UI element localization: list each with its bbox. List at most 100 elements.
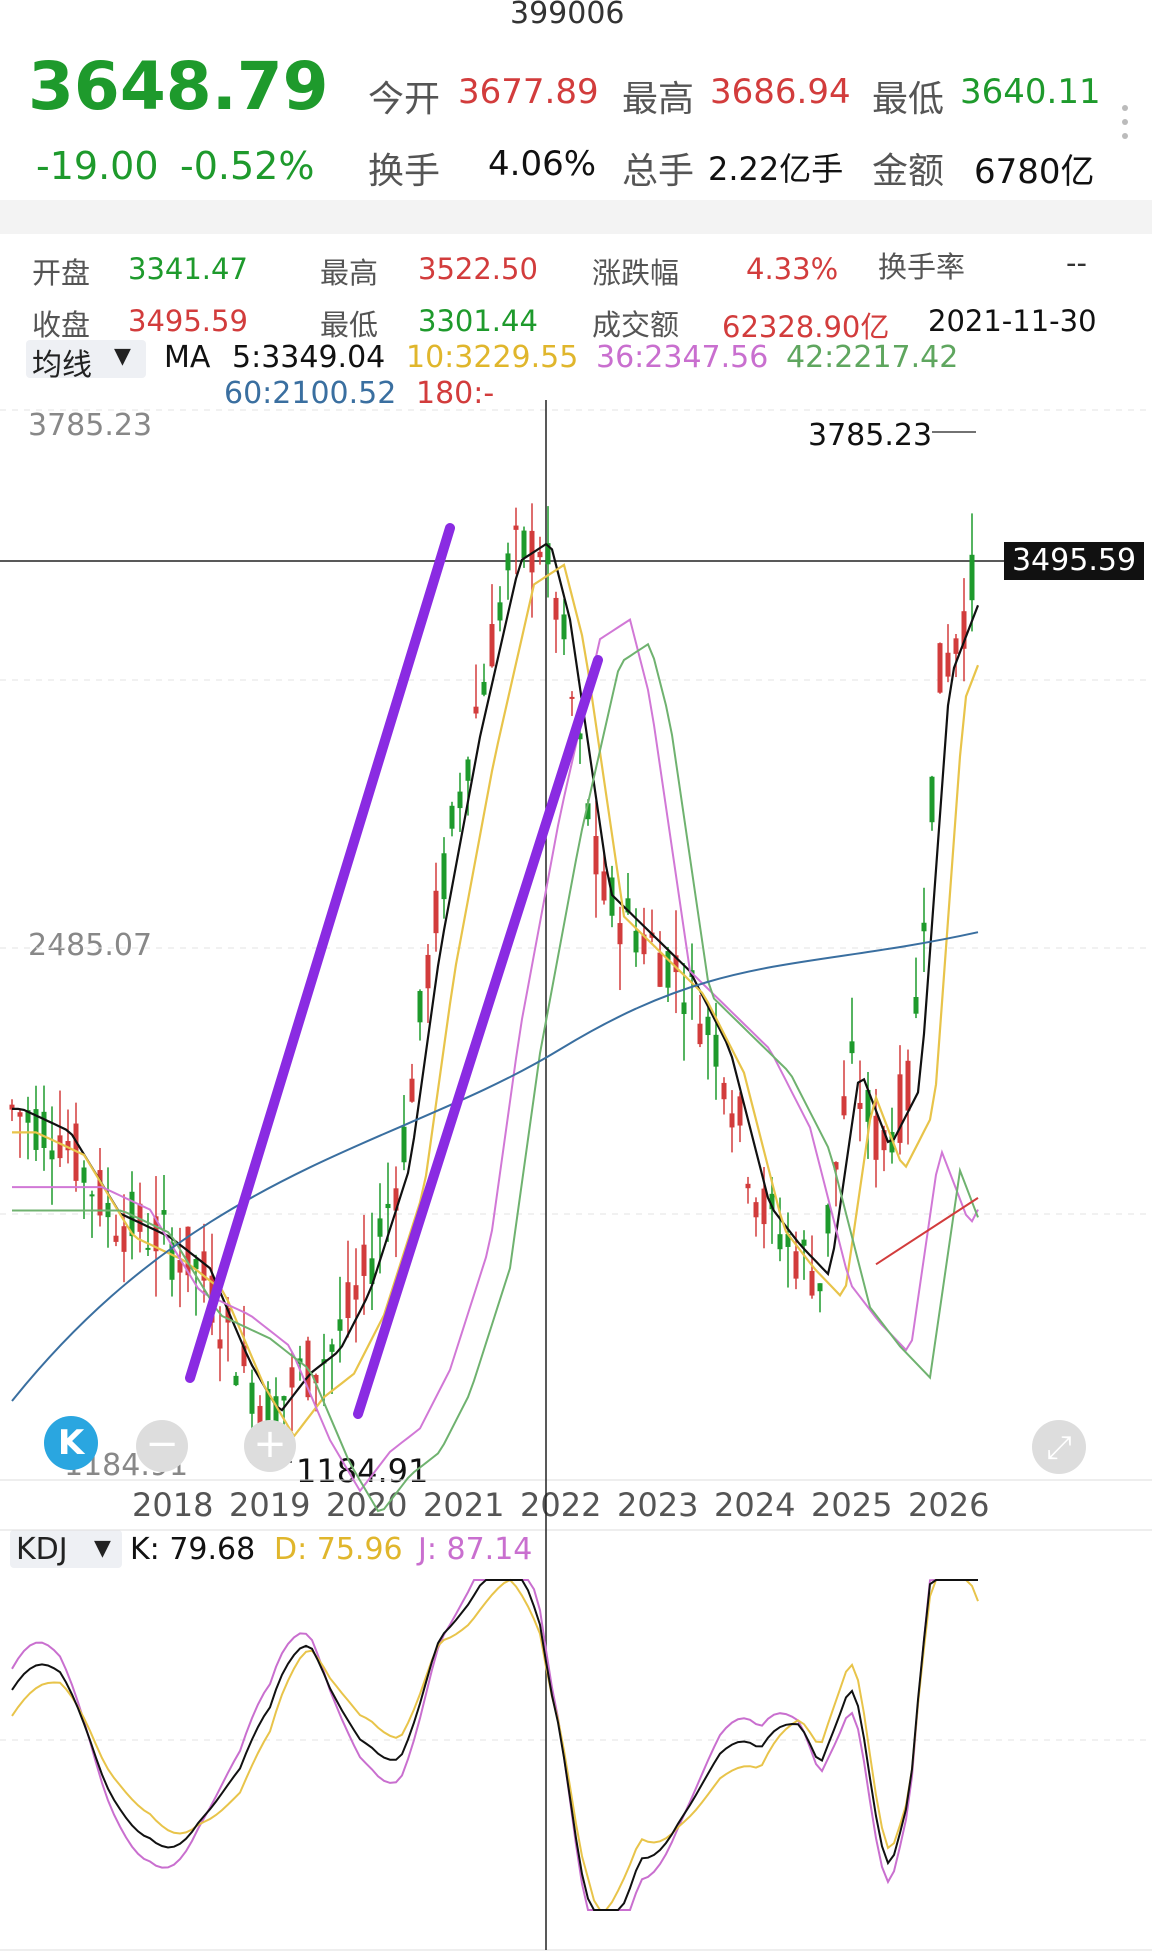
- chevron-down-icon: ▼: [94, 1536, 111, 1561]
- index-code: 399006: [510, 0, 625, 31]
- candle-body: [233, 1375, 239, 1386]
- open-label: 今开: [368, 79, 441, 120]
- ma60-value: 60:2100.52: [224, 376, 397, 411]
- kdj-d-value: D: 75.96: [274, 1532, 403, 1567]
- candle-body: [177, 1260, 183, 1273]
- candle-body: [561, 614, 567, 640]
- candle-body: [345, 1282, 351, 1318]
- open-value: 3677.89: [458, 72, 599, 112]
- high-label: 最高: [622, 79, 695, 120]
- candle-body: [9, 1104, 15, 1110]
- more-icon[interactable]: [1122, 102, 1128, 142]
- candle-body: [409, 1078, 415, 1102]
- info-high-label: 最高: [320, 256, 379, 290]
- candle-body: [377, 1218, 383, 1237]
- candle-body: [49, 1150, 55, 1160]
- candle-body: [577, 733, 583, 740]
- candle-body: [705, 1016, 711, 1036]
- candle-body: [401, 1126, 407, 1163]
- candle-body: [521, 530, 527, 559]
- info-low-label: 最低: [320, 308, 379, 342]
- y-axis-label-mid: 2485.07: [28, 928, 153, 963]
- ma-selector-label: 均线: [32, 348, 92, 383]
- ma-name: MA: [164, 340, 211, 375]
- candle-body: [505, 553, 511, 571]
- candle-body: [33, 1109, 39, 1150]
- ma36-line: [12, 618, 979, 1493]
- low-label: 最低: [872, 79, 945, 120]
- candle-body: [897, 1074, 903, 1143]
- y-axis-label-top: 3785.23: [28, 408, 153, 443]
- zoom-in-icon[interactable]: +: [244, 1420, 296, 1472]
- candle-body: [873, 1115, 879, 1160]
- trend-line-lower: [353, 655, 603, 1419]
- ma-selector[interactable]: 均线 ▼: [26, 340, 146, 383]
- candle-body: [289, 1367, 295, 1388]
- candle-body: [369, 1258, 375, 1284]
- fullscreen-icon[interactable]: ⤢: [1032, 1420, 1086, 1474]
- info-close-value: 3495.59: [128, 304, 248, 338]
- kdj-j-line: [11, 1579, 978, 1911]
- candle-body: [545, 543, 551, 565]
- ma10-line: [12, 563, 980, 1439]
- candle-body: [169, 1242, 175, 1280]
- volume-label: 总手: [622, 151, 695, 192]
- info-change-value: 4.33%: [746, 252, 839, 286]
- x-tick-label: 2022: [520, 1486, 602, 1524]
- candle-body: [41, 1111, 47, 1148]
- x-tick-label: 2025: [811, 1486, 893, 1524]
- kdj-selector-label: KDJ: [16, 1532, 68, 1567]
- zoom-out-icon[interactable]: −: [136, 1420, 188, 1472]
- candle-body: [433, 890, 439, 934]
- candle-body: [337, 1319, 343, 1331]
- candle-body: [129, 1191, 135, 1237]
- candle-body: [441, 853, 447, 900]
- candle-body: [817, 1283, 823, 1292]
- kline-chart[interactable]: [0, 234, 1152, 1954]
- trend-line-upper: [185, 523, 455, 1383]
- candle-body: [449, 805, 455, 829]
- candle-body: [201, 1251, 207, 1281]
- candle-body: [25, 1110, 31, 1123]
- info-high-value: 3522.50: [418, 252, 538, 286]
- candle-body: [81, 1167, 87, 1183]
- candle-body: [913, 997, 919, 1014]
- info-amount-label: 成交额: [592, 308, 680, 342]
- candle-body: [281, 1396, 287, 1401]
- info-amount-value: 62328.90亿: [722, 310, 890, 344]
- ma5-value: 5:3349.04: [232, 340, 386, 375]
- candle-body: [729, 1113, 735, 1128]
- ma180-value: 180:-: [416, 376, 495, 411]
- candle-body: [473, 706, 479, 714]
- current-price: 3648.79: [28, 48, 329, 125]
- candle-body: [425, 954, 431, 989]
- quote-header: 399006 3648.79 -19.00 -0.52% 今开 3677.89 …: [0, 0, 1152, 200]
- candle-body: [865, 1089, 871, 1122]
- candle-body: [769, 1193, 775, 1210]
- x-tick-label: 2019: [229, 1486, 311, 1524]
- chevron-down-icon: ▼: [114, 344, 131, 369]
- candle-body: [713, 1034, 719, 1067]
- candle-body: [905, 1060, 911, 1111]
- ma180-line: [875, 1197, 979, 1266]
- candle-body: [121, 1226, 127, 1252]
- kdj-selector[interactable]: KDJ ▼: [10, 1530, 122, 1568]
- candle-body: [745, 1183, 751, 1189]
- candle-body: [681, 1002, 687, 1015]
- candle-body: [753, 1202, 759, 1218]
- k-logo-icon[interactable]: K: [44, 1416, 98, 1470]
- ma60-line: [11, 931, 979, 1402]
- section-divider: [0, 200, 1152, 234]
- candle-body: [313, 1374, 319, 1384]
- candle-body: [161, 1210, 167, 1215]
- candle-body: [217, 1339, 223, 1349]
- x-tick-label: 2018: [132, 1486, 214, 1524]
- kdj-j-value: J: 87.14: [418, 1532, 533, 1567]
- candle-body: [529, 530, 535, 573]
- price-change: -19.00: [36, 144, 159, 188]
- candle-body: [265, 1388, 271, 1435]
- candle-body: [585, 803, 591, 820]
- candle-body: [489, 624, 495, 667]
- info-change-label: 涨跌幅: [592, 256, 680, 290]
- candle-body: [17, 1112, 23, 1117]
